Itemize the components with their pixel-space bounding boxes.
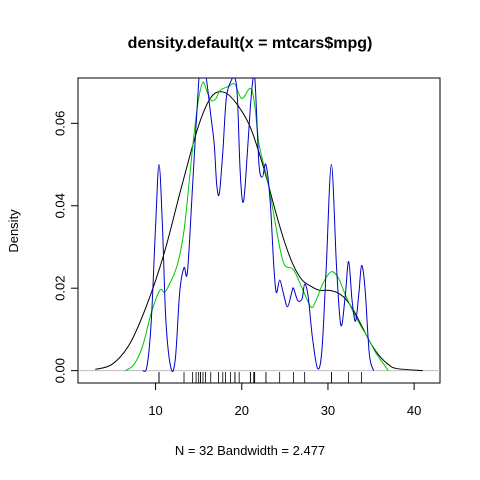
x-tick-label: 40 (407, 403, 421, 418)
y-tick-label: 0.00 (52, 358, 67, 383)
y-axis-label: Density (6, 209, 21, 253)
density-curve-green (125, 81, 389, 372)
density-curve-blue (142, 78, 375, 372)
y-tick-label: 0.04 (52, 193, 67, 218)
x-tick-label: 30 (321, 403, 335, 418)
plot-title: density.default(x = mtcars$mpg) (128, 35, 373, 52)
y-tick-label: 0.02 (52, 276, 67, 301)
plot-frame (77, 77, 441, 384)
x-tick-label: 20 (235, 403, 249, 418)
density-curve-black (95, 91, 423, 372)
x-tick-label: 10 (148, 403, 162, 418)
y-tick-label: 0.06 (52, 111, 67, 136)
x-axis-label: N = 32 Bandwidth = 2.477 (175, 443, 325, 458)
